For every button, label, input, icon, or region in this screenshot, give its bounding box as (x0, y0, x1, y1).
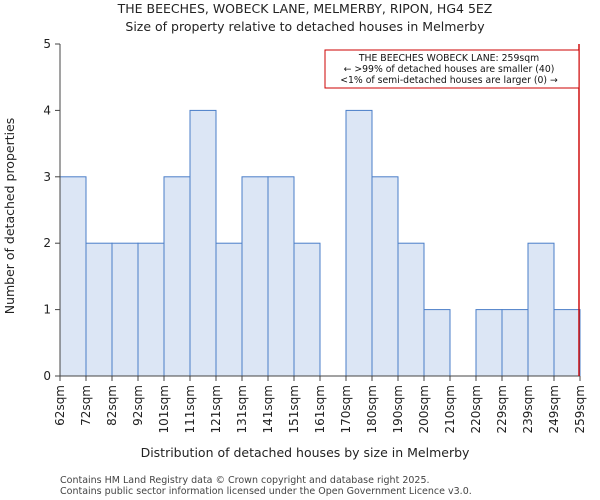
x-tick-label: 121sqm (209, 385, 223, 433)
bar-229sqm (501, 309, 529, 377)
x-tick-label: 72sqm (79, 385, 93, 426)
x-tick-label: 249sqm (547, 385, 561, 433)
bar-92sqm (137, 242, 165, 377)
x-tick-label: 190sqm (391, 385, 405, 433)
footer-line-1: Contains HM Land Registry data © Crown c… (60, 475, 430, 486)
bar-220sqm (475, 309, 503, 377)
y-tick-label: 5 (43, 37, 51, 51)
bar-72sqm (85, 242, 113, 377)
bar-180sqm (371, 176, 399, 377)
bar-151sqm (293, 242, 321, 377)
y-tick-label: 3 (43, 170, 51, 184)
x-tick-label: 82sqm (105, 385, 119, 426)
x-axis-ticks: 62sqm 72sqm 82sqm 92sqm 101sqm 111sqm 121sqm 13… (53, 376, 587, 433)
x-tick-label: 151sqm (287, 385, 301, 433)
bar-131sqm (241, 176, 269, 377)
bar-170sqm (345, 109, 373, 377)
bar-82sqm (111, 242, 139, 377)
bar-101sqm (163, 176, 191, 377)
annotation-line-3: <1% of semi-detached houses are larger (… (340, 75, 558, 86)
y-tick-label: 0 (43, 369, 51, 383)
chart-subtitle: Size of property relative to detached ho… (125, 19, 485, 34)
annotation-line-2: ← >99% of detached houses are smaller (4… (344, 64, 555, 75)
bar-249sqm (553, 309, 581, 377)
x-tick-label: 101sqm (157, 385, 171, 433)
y-axis-ticks: 0 1 2 3 4 5 (43, 37, 60, 383)
annotation-line-1: THE BEECHES WOBECK LANE: 259sqm (358, 53, 539, 64)
x-tick-label: 170sqm (339, 385, 353, 433)
x-tick-label: 141sqm (261, 385, 275, 433)
x-tick-label: 161sqm (313, 385, 327, 433)
bars-group (59, 109, 581, 377)
x-tick-label: 259sqm (573, 385, 587, 433)
x-tick-label: 111sqm (183, 385, 197, 433)
footer-line-2: Contains public sector information licen… (60, 486, 472, 497)
bar-141sqm (267, 176, 295, 377)
x-tick-label: 239sqm (521, 385, 535, 433)
y-axis-label: Number of detached properties (2, 118, 17, 315)
x-axis-label: Distribution of detached houses by size … (141, 445, 470, 460)
x-tick-label: 92sqm (131, 385, 145, 426)
bar-62sqm (59, 176, 87, 377)
bar-121sqm (215, 242, 243, 377)
y-tick-label: 4 (43, 103, 51, 117)
x-tick-label: 131sqm (235, 385, 249, 433)
y-tick-label: 1 (43, 303, 51, 317)
x-tick-label: 210sqm (443, 385, 457, 433)
chart-title: THE BEECHES, WOBECK LANE, MELMERBY, RIPO… (117, 1, 493, 16)
x-tick-label: 220sqm (469, 385, 483, 433)
bar-239sqm (527, 242, 555, 377)
x-tick-label: 180sqm (365, 385, 379, 433)
bar-200sqm (423, 309, 451, 377)
x-tick-label: 200sqm (417, 385, 431, 433)
y-tick-label: 2 (43, 236, 51, 250)
bar-111sqm (189, 109, 217, 377)
x-tick-label: 229sqm (495, 385, 509, 433)
x-tick-label: 62sqm (53, 385, 67, 426)
annotation-box: THE BEECHES WOBECK LANE: 259sqm ← >99% o… (324, 49, 580, 89)
bar-190sqm (397, 242, 425, 377)
